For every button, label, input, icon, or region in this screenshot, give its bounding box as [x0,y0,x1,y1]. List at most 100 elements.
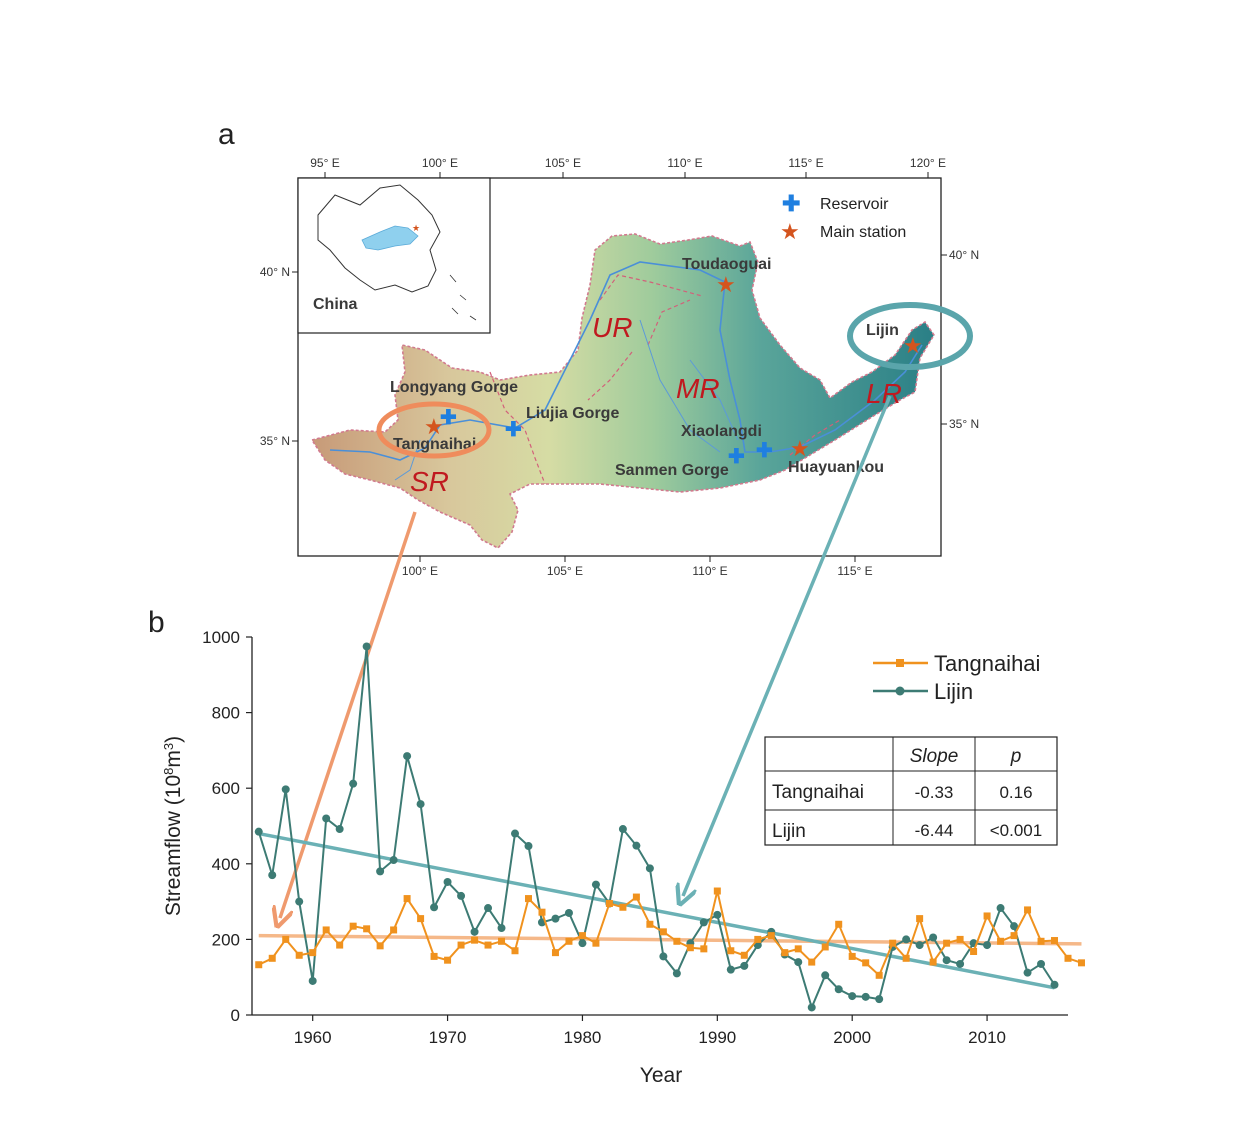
data-point [443,877,452,886]
data-point [916,915,924,923]
data-point [322,926,330,934]
data-point [376,942,384,950]
data-point [794,958,803,967]
data-point [808,958,816,966]
data-point [646,920,654,928]
data-point [255,961,263,969]
x-tick-label: 1990 [698,1028,736,1047]
data-point [848,952,856,960]
data-point [726,965,735,974]
station-longyang: Longyang Gorge [390,379,518,396]
station-liujia: Liujia Gorge [526,405,619,422]
data-point [511,947,519,955]
sub-basin-divider [489,371,546,485]
sub-basin-divider [789,419,841,456]
data-point [1051,937,1059,945]
data-point [983,941,992,950]
data-point [538,908,546,916]
data-point [632,893,640,901]
data-point [389,856,398,865]
data-point [862,959,870,967]
toudaoguai-star-icon: ★ [716,272,736,297]
data-point [498,937,506,945]
data-point [970,947,978,955]
table-row-2-slope: -6.44 [915,821,954,840]
data-point [713,887,721,895]
data-point [281,785,290,794]
data-point [740,961,749,970]
data-point [591,880,600,889]
data-point [484,941,492,949]
stats-table: Slope p Tangnaihai -0.33 0.16 Lijin -6.4… [764,736,1058,846]
xiaolangdi-reservoir-icon: ✚ [756,440,773,462]
data-point [605,899,613,907]
map-top-ticks: 95° E 100° E 105° E 110° E 115° E 120° E [310,156,946,178]
tributary [639,319,721,453]
data-point [1037,959,1046,968]
data-point [403,752,412,761]
y-tick-label: 400 [212,855,240,874]
data-point [564,908,573,917]
data-point [996,904,1005,913]
sub-basin-divider [599,274,703,301]
series-lijin [254,642,1059,1012]
data-point [268,871,277,880]
data-point [889,939,897,947]
data-point [565,937,573,945]
table-row-1-p: 0.16 [999,783,1032,802]
data-point [416,800,425,809]
table-row-2-name: Lijin [772,821,806,842]
chart-panel: 0 200 400 600 800 1000 1960 1970 1980 1990 2000 20… [161,628,1085,1087]
data-point [511,829,520,838]
data-point [1010,932,1018,940]
data-point [592,939,600,947]
data-point [363,925,371,933]
region-label-lr: LR [866,378,902,409]
main-river [329,261,923,461]
data-point [821,971,830,980]
data-point [861,992,870,1001]
tangnaihai-highlight [376,401,492,459]
data-point [902,954,910,962]
y-tick-label: 800 [212,704,240,723]
data-point [471,936,479,944]
chart-legend: Tangnaihai Lijin [873,651,1040,704]
data-point [956,959,965,968]
y-tick-label: 200 [212,930,240,949]
data-point [740,951,748,959]
data-point [713,910,722,919]
data-point [417,915,425,923]
data-point [309,949,317,957]
station-huayuankou: Huayuankou [788,459,884,476]
data-point [835,920,843,928]
data-point [470,927,479,936]
series-group [254,642,1085,1012]
data-point [1064,954,1072,962]
legend-lijin-label: Lijin [934,679,973,704]
top-tick-label: 100° E [422,156,458,170]
data-point [457,941,465,949]
data-point [1024,906,1032,914]
data-point [902,935,911,944]
data-point [618,825,627,834]
data-point [349,779,358,788]
data-point [794,945,802,953]
data-point [1023,968,1032,977]
data-point [834,985,843,994]
data-point [807,1003,816,1012]
data-point [551,949,559,957]
data-point [268,954,276,962]
data-point [875,995,884,1004]
table-header-p: p [1010,746,1022,767]
inset-label: China [313,296,358,313]
region-label-sr: SR [410,466,449,497]
data-point [254,827,263,836]
tributary [689,359,739,441]
x-tick-label: 1970 [429,1028,467,1047]
station-toudaoguai: Toudaoguai [682,256,771,273]
data-point [390,926,398,934]
lijin-highlight [847,302,973,370]
legend-tangnaihai-marker [896,659,904,667]
left-tick-label: 40° N [260,265,290,279]
